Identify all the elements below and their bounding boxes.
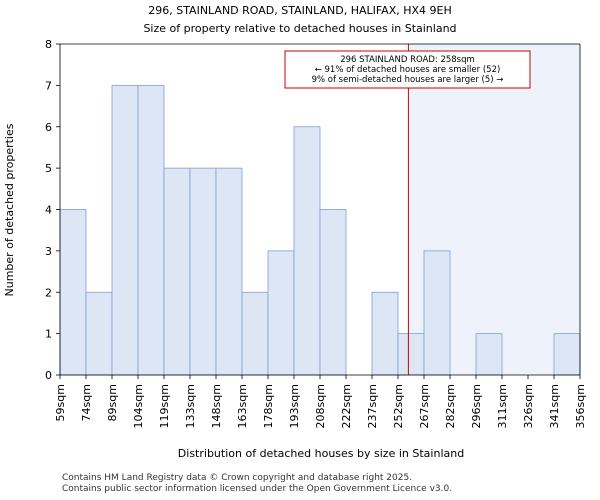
chart-subtitle: Size of property relative to detached ho… — [143, 22, 456, 35]
annotation-line-3: 9% of semi-detached houses are larger (5… — [312, 75, 504, 85]
x-tick-label: 133sqm — [184, 384, 197, 428]
x-tick-label: 356sqm — [574, 384, 587, 428]
annotation-box: 296 STAINLAND ROAD: 258sqm ← 91% of deta… — [284, 50, 531, 89]
bar-193sqm — [293, 126, 321, 376]
bar-104sqm — [137, 84, 165, 376]
annotation-frame — [284, 50, 531, 89]
bar-267sqm — [423, 250, 451, 376]
x-tick-label: 178sqm — [262, 384, 275, 428]
footer-line-1: Contains HM Land Registry data © Crown c… — [62, 473, 413, 483]
bar-89sqm — [111, 84, 139, 376]
bar-74sqm — [85, 291, 113, 376]
x-tick-label: 89sqm — [106, 384, 119, 421]
y-tick-label: 3 — [45, 245, 52, 258]
bar-163sqm — [241, 291, 269, 376]
x-tick-label: 193sqm — [288, 384, 301, 428]
x-axis-label: Distribution of detached houses by size … — [178, 447, 464, 460]
bar-119sqm — [163, 167, 191, 376]
bars-group — [59, 84, 581, 376]
y-ticks-group: 0 1 2 3 4 5 6 7 8 — [45, 38, 60, 382]
footer-line-2: Contains public sector information licen… — [62, 484, 453, 494]
y-tick-label: 5 — [45, 162, 52, 175]
bar-341sqm — [553, 333, 581, 376]
x-ticks-group: 59sqm 74sqm 89sqm 104sqm 119sqm 133sqm 148sqm 1… — [54, 375, 587, 428]
x-tick-label: 282sqm — [444, 384, 457, 428]
bar-252sqm — [397, 333, 425, 376]
bar-133sqm — [189, 167, 217, 376]
x-tick-label: 74sqm — [80, 384, 93, 421]
x-tick-label: 148sqm — [210, 384, 223, 428]
x-tick-label: 119sqm — [158, 384, 171, 428]
x-tick-label: 163sqm — [236, 384, 249, 428]
x-tick-label: 311sqm — [496, 384, 509, 428]
chart-title: 296, STAINLAND ROAD, STAINLAND, HALIFAX,… — [148, 4, 452, 17]
x-tick-label: 341sqm — [548, 384, 561, 428]
y-tick-label: 8 — [45, 38, 52, 51]
y-tick-label: 7 — [45, 79, 52, 92]
x-tick-label: 59sqm — [54, 384, 67, 421]
y-tick-label: 2 — [45, 286, 52, 299]
y-tick-label: 0 — [45, 369, 52, 382]
x-tick-label: 104sqm — [132, 384, 145, 428]
bar-178sqm — [267, 250, 295, 376]
x-tick-label: 208sqm — [314, 384, 327, 428]
x-tick-label: 252sqm — [392, 384, 405, 428]
bar-208sqm — [319, 209, 347, 376]
annotation-line-1: 296 STAINLAND ROAD: 258sqm — [340, 55, 475, 65]
y-axis-label: Number of detached properties — [3, 123, 16, 296]
y-tick-label: 6 — [45, 121, 52, 134]
y-tick-label: 4 — [45, 204, 52, 217]
bar-148sqm — [215, 167, 243, 376]
x-tick-label: 222sqm — [340, 384, 353, 428]
x-tick-label: 237sqm — [366, 384, 379, 428]
bar-296sqm — [475, 333, 503, 376]
y-tick-label: 1 — [45, 328, 52, 341]
bar-237sqm — [371, 291, 399, 376]
x-tick-label: 326sqm — [522, 384, 535, 428]
x-tick-label: 267sqm — [418, 384, 431, 428]
x-tick-label: 296sqm — [470, 384, 483, 428]
bar-59sqm — [59, 209, 87, 376]
annotation-line-2: ← 91% of detached houses are smaller (52… — [315, 65, 501, 75]
